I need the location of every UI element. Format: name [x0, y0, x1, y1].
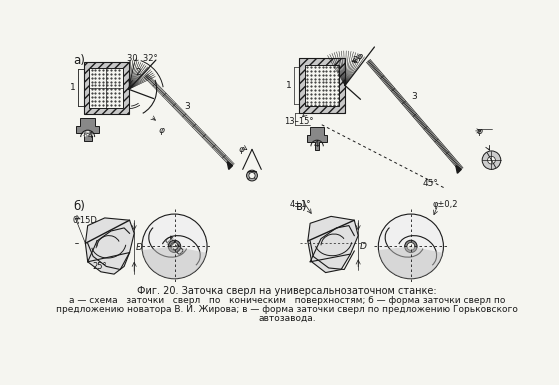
- Polygon shape: [76, 118, 100, 141]
- Bar: [84, 62, 129, 114]
- Text: Фиг. 20. Заточка сверл на универсальнозаточном станке:: Фиг. 20. Заточка сверл на универсальноза…: [137, 286, 437, 296]
- Text: 45°: 45°: [423, 179, 438, 187]
- Polygon shape: [86, 218, 134, 274]
- Text: 4: 4: [88, 131, 93, 140]
- Text: а — схема   заточки   сверл   по   коническим   поверхностям; б — форма заточки : а — схема заточки сверл по коническим по…: [69, 296, 505, 305]
- Circle shape: [247, 170, 258, 181]
- Text: а): а): [74, 54, 86, 67]
- Text: D: D: [136, 243, 143, 253]
- Text: 3: 3: [411, 92, 416, 100]
- Circle shape: [482, 151, 501, 169]
- Bar: [89, 68, 124, 108]
- Text: автозавода.: автозавода.: [258, 313, 316, 322]
- Polygon shape: [378, 246, 443, 279]
- Text: 3: 3: [184, 102, 190, 111]
- Circle shape: [170, 243, 178, 250]
- Bar: [305, 65, 339, 106]
- Polygon shape: [142, 246, 206, 279]
- Circle shape: [487, 156, 495, 164]
- Bar: [299, 58, 345, 113]
- Polygon shape: [308, 216, 358, 273]
- Text: φ: φ: [477, 127, 483, 136]
- Circle shape: [249, 172, 255, 179]
- Text: в): в): [296, 200, 308, 213]
- Text: φ: φ: [357, 52, 363, 61]
- Text: φ: φ: [239, 145, 245, 154]
- Text: 0,15D: 0,15D: [72, 216, 97, 224]
- Text: 4: 4: [314, 140, 320, 149]
- Text: 13–15°: 13–15°: [285, 117, 314, 126]
- Text: 2: 2: [353, 56, 358, 65]
- Circle shape: [142, 214, 207, 279]
- Polygon shape: [227, 162, 233, 169]
- Polygon shape: [456, 166, 461, 173]
- Text: D: D: [360, 242, 367, 251]
- Text: б): б): [74, 200, 86, 213]
- Circle shape: [405, 240, 417, 253]
- Circle shape: [378, 214, 443, 279]
- Text: φ±0,2: φ±0,2: [433, 200, 458, 209]
- Text: предложению новатора В. И. Жирова; в — форма заточки сверл по предложению Горько: предложению новатора В. И. Жирова; в — ф…: [56, 305, 518, 314]
- Text: 4±1°: 4±1°: [290, 200, 311, 209]
- Text: 0,15D: 0,15D: [162, 235, 184, 257]
- Text: 25°: 25°: [92, 262, 107, 271]
- Text: φ: φ: [158, 126, 164, 134]
- Circle shape: [168, 240, 181, 253]
- Polygon shape: [307, 127, 327, 150]
- Text: 30  32°: 30 32°: [127, 54, 158, 63]
- Text: 1: 1: [70, 83, 76, 92]
- Text: 2: 2: [135, 68, 141, 77]
- Circle shape: [407, 243, 415, 250]
- Text: 1: 1: [286, 81, 292, 90]
